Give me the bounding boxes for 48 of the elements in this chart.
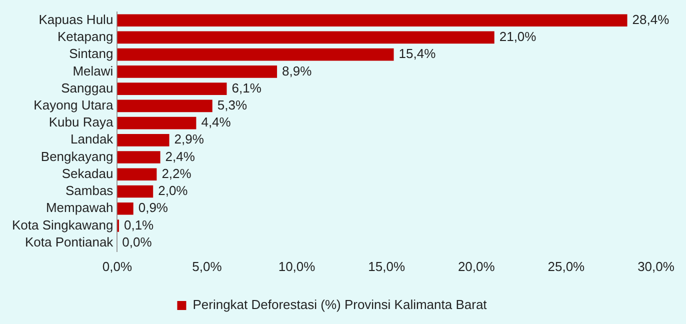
- data-label: 15,4%: [398, 46, 436, 62]
- x-tick-label: 25,0%: [548, 258, 586, 274]
- data-label: 5,3%: [217, 98, 248, 113]
- bar: [117, 66, 278, 78]
- x-tick-label: 15,0%: [368, 258, 406, 274]
- y-tick-label: Ketapang: [58, 29, 114, 44]
- bar: [117, 82, 227, 95]
- bar: [117, 31, 494, 44]
- bar: [117, 100, 212, 112]
- data-label: 0,0%: [122, 234, 152, 250]
- y-tick-label: Kayong Utara: [34, 98, 114, 113]
- bar: [117, 185, 154, 198]
- y-tick-label: Sanggau: [61, 80, 114, 96]
- x-tick-label: 0,0%: [102, 258, 132, 274]
- y-tick-label: Sambas: [65, 183, 114, 198]
- data-label: 2,4%: [165, 148, 196, 164]
- data-label: 0,9%: [138, 200, 168, 216]
- y-tick-label: Mempawah: [46, 200, 114, 216]
- bar: [117, 202, 134, 215]
- bar: [117, 14, 628, 27]
- data-label: 28,4%: [632, 12, 670, 27]
- bar: [117, 151, 160, 164]
- x-tick-label: 5,0%: [192, 258, 222, 274]
- x-tick-label: 10,0%: [278, 258, 316, 274]
- data-label: 0,1%: [124, 217, 154, 232]
- data-label: 8,9%: [282, 63, 312, 78]
- data-label: 4,4%: [201, 114, 232, 130]
- bar: [117, 48, 394, 61]
- data-label: 6,1%: [232, 80, 262, 96]
- x-tick-label: 20,0%: [458, 258, 496, 274]
- data-label: 2,9%: [174, 132, 204, 147]
- y-tick-label: Bengkayang: [40, 148, 114, 164]
- legend-label: Peringkat Deforestasi (%) Provinsi Kalimanta Barat: [192, 297, 488, 312]
- data-label: 2,0%: [158, 183, 188, 198]
- data-label: 2,2%: [162, 166, 192, 181]
- y-tick-label: Kubu Raya: [48, 114, 114, 130]
- bar: [117, 116, 196, 130]
- x-tick-label: 30,0%: [638, 258, 675, 274]
- y-tick-label: Melawi: [72, 63, 114, 78]
- y-tick-label: Kota Singkawang: [12, 217, 114, 232]
- y-tick-label: Landak: [70, 132, 114, 147]
- data-label: 21,0%: [499, 29, 537, 44]
- bar: [117, 134, 170, 146]
- y-tick-label: Kapuas Hulu: [38, 12, 114, 27]
- y-tick-label: Sekadau: [62, 166, 114, 181]
- bar: [117, 168, 157, 181]
- y-tick-label: Sintang: [69, 46, 114, 62]
- y-tick-label: Kota Pontianak: [24, 234, 114, 250]
